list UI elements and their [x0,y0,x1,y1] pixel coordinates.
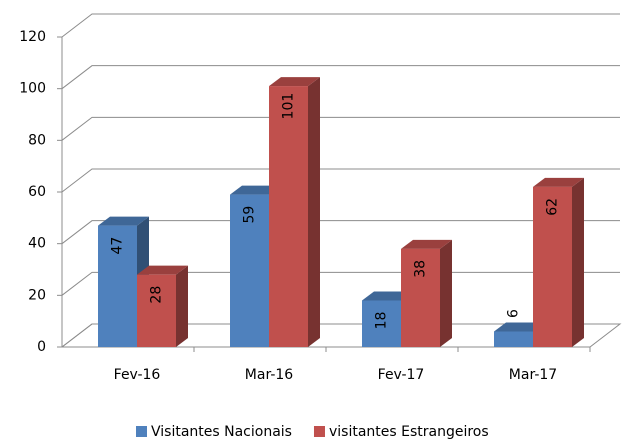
bar [401,248,440,347]
bar-top [269,77,320,87]
y-tick-label: 20 [28,287,46,303]
data-label: 101 [281,93,297,120]
data-label: 6 [506,309,522,318]
y-tick-label: 120 [19,29,46,45]
bar-side [176,265,188,347]
grid-line [61,116,620,141]
x-tick-label: Mar-16 [245,367,293,383]
bar-side [440,239,452,347]
y-tick-label: 60 [28,184,46,200]
bar [494,331,533,347]
data-label: 47 [110,237,126,255]
bar-side [308,77,320,347]
legend-label: Visitantes Nacionais [151,424,292,440]
grid-line [61,65,620,90]
data-label: 38 [413,260,429,278]
data-label: 18 [374,312,390,330]
bar-top [230,185,281,195]
x-tick-label: Mar-17 [509,367,557,383]
data-label: 28 [149,286,165,304]
data-label: 62 [545,198,561,216]
bar [230,194,269,347]
bar-top [137,265,188,275]
bar-top [98,216,149,226]
grid-line [61,220,620,245]
bar-side [572,177,584,347]
y-tick-label: 100 [19,81,46,97]
bar-top [494,322,545,332]
y-tick-label: 80 [28,132,46,148]
x-tick-label: Fev-16 [114,367,161,383]
bar [137,274,176,347]
legend-label: visitantes Estrangeiros [329,424,489,440]
bar-top [533,177,584,187]
bar-top [401,239,452,249]
bar-top [362,291,413,301]
data-label: 59 [242,206,258,224]
grid-line [61,13,620,38]
y-tick-label: 40 [28,236,46,252]
bar [533,186,572,347]
x-tick-label: Fev-17 [378,367,425,383]
y-tick-label: 0 [37,339,46,355]
bar [362,300,401,347]
legend-swatch [136,426,147,437]
legend-swatch [313,426,325,437]
bar [269,86,308,347]
grid-line [61,168,620,193]
bar [98,225,137,347]
